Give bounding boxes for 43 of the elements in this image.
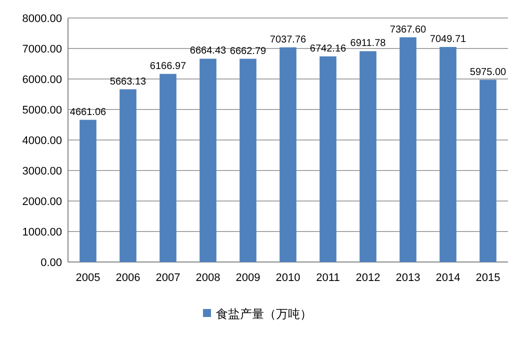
y-tick-label: 6000.00: [22, 74, 62, 86]
bar: [80, 120, 96, 262]
x-tick-label: 2015: [476, 272, 500, 284]
y-tick-label: 0.00: [40, 257, 62, 269]
bar: [200, 58, 216, 262]
x-tick-label: 2011: [316, 272, 340, 284]
data-label: 6911.78: [350, 38, 386, 50]
data-label: 7049.71: [430, 34, 467, 45]
data-label: 7367.60: [390, 24, 427, 36]
y-tick-label: 8000.00: [22, 13, 62, 25]
bar: [320, 56, 336, 262]
x-tick-label: 2013: [396, 272, 420, 284]
y-tick-label: 5000.00: [22, 104, 62, 116]
data-label: 5975.00: [470, 66, 507, 78]
bar: [160, 74, 176, 262]
data-label: 7037.76: [270, 34, 307, 46]
y-tick-label: 1000.00: [22, 226, 62, 238]
data-label: 6742.16: [310, 43, 347, 54]
x-tick-label: 2010: [276, 272, 300, 284]
x-tick-label: 2009: [236, 272, 260, 284]
x-tick-label: 2012: [356, 272, 380, 284]
x-tick-label: 2006: [116, 272, 140, 284]
bar: [120, 89, 136, 262]
y-tick-label: 2000.00: [22, 196, 62, 208]
data-label: 6662.79: [230, 46, 267, 57]
data-label: 6664.43: [190, 46, 227, 57]
legend-label: 食盐产量（万吨）: [216, 307, 312, 321]
data-label: 4661.06: [70, 106, 107, 118]
y-tick-label: 7000.00: [22, 44, 62, 56]
y-tick-label: 4000.00: [22, 135, 62, 147]
x-tick-label: 2007: [156, 272, 180, 284]
x-tick-label: 2005: [76, 272, 100, 284]
x-tick-label: 2014: [436, 272, 460, 284]
bar: [240, 58, 256, 262]
bar: [400, 37, 416, 262]
bar: [440, 46, 456, 262]
bar: [360, 51, 376, 262]
y-tick-label: 3000.00: [22, 166, 62, 178]
data-label: 5663.13: [110, 76, 147, 88]
bar: [480, 80, 496, 262]
bar: [280, 47, 296, 262]
x-tick-label: 2008: [196, 272, 220, 284]
data-label: 6166.97: [150, 60, 187, 72]
